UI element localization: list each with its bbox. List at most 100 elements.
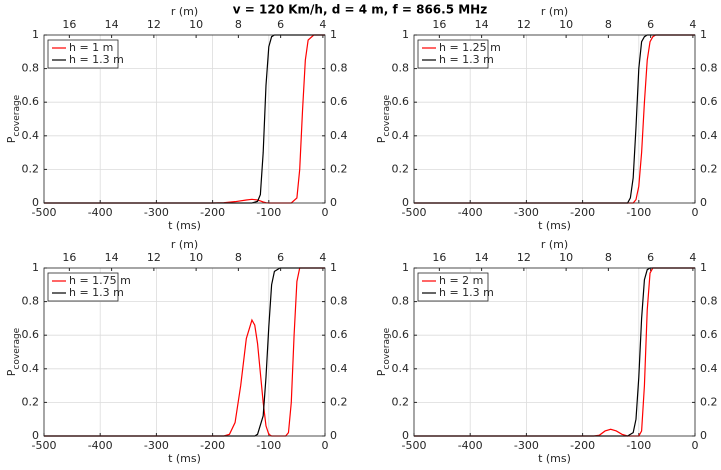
y-tick-label: 0.6	[392, 95, 410, 108]
y2-tick-label: 0.8	[330, 295, 348, 308]
x2-tick-label: 8	[235, 18, 242, 31]
x-axis-label: t (ms)	[168, 219, 201, 232]
y-axis-label-main: P	[375, 369, 388, 376]
x-tick-label: -400	[458, 206, 483, 219]
y-tick-label: 0	[402, 196, 409, 209]
x2-tick-label: 6	[647, 18, 654, 31]
y-tick-label: 0.6	[22, 95, 40, 108]
plot-frame	[413, 267, 696, 437]
legend-label: h = 1.25 m	[439, 41, 501, 54]
y2-tick-label: 0.6	[330, 95, 348, 108]
y-tick-label: 1	[32, 261, 39, 274]
y2-tick-label: 0.6	[700, 328, 718, 341]
y-tick-label: 0	[32, 196, 39, 209]
y2-tick-label: 0	[330, 196, 337, 209]
y-tick-label: 0.2	[22, 162, 40, 175]
y-tick-label: 0.8	[392, 62, 410, 75]
y-axis-label: Pcoverage	[5, 94, 22, 143]
y2-tick-label: 0.4	[700, 362, 718, 375]
x2-tick-label: 12	[517, 18, 531, 31]
y-tick-label: 0.4	[392, 129, 410, 142]
x-axis-label: t (ms)	[168, 452, 201, 465]
x-tick-label: -100	[626, 439, 651, 452]
x2-axis-label: r (m)	[171, 5, 198, 18]
x2-tick-label: 16	[62, 251, 76, 264]
y-axis-label-sub: coverage	[382, 94, 392, 136]
y-tick-label: 0.2	[392, 395, 410, 408]
x-axis-label: t (ms)	[538, 219, 571, 232]
x2-tick-label: 6	[647, 251, 654, 264]
legend-label: h = 1.3 m	[69, 53, 124, 66]
y2-tick-label: 0.2	[700, 162, 718, 175]
x2-tick-label: 4	[319, 18, 326, 31]
legend-label: h = 1 m	[69, 41, 113, 54]
x2-tick-label: 4	[689, 18, 696, 31]
y2-tick-label: 1	[330, 28, 337, 41]
y-tick-label: 0.8	[22, 295, 40, 308]
x2-tick-label: 14	[475, 251, 489, 264]
x-tick-label: 0	[692, 206, 699, 219]
x-tick-label: -100	[256, 206, 281, 219]
y2-tick-label: 0.8	[700, 62, 718, 75]
x-tick-label: 0	[322, 206, 329, 219]
y-tick-label: 0.4	[392, 362, 410, 375]
y2-tick-label: 0.6	[700, 95, 718, 108]
x2-tick-label: 16	[432, 251, 446, 264]
y2-tick-label: 0.2	[330, 162, 348, 175]
x2-tick-label: 8	[605, 18, 612, 31]
x-tick-label: 0	[322, 439, 329, 452]
series-line	[44, 267, 325, 437]
plot-frame	[413, 34, 696, 204]
y2-tick-label: 0.4	[330, 129, 348, 142]
x2-tick-label: 14	[475, 18, 489, 31]
x2-tick-label: 6	[277, 18, 284, 31]
y2-tick-label: 0	[700, 196, 707, 209]
y-axis-label: Pcoverage	[5, 327, 22, 376]
y-axis-label: Pcoverage	[375, 94, 392, 143]
x-tick-label: -500	[402, 439, 427, 452]
x2-tick-label: 14	[105, 251, 119, 264]
legend-box	[417, 272, 489, 302]
y2-tick-label: 1	[700, 261, 707, 274]
x2-tick-label: 14	[105, 18, 119, 31]
y-tick-label: 1	[402, 261, 409, 274]
x2-tick-label: 10	[189, 18, 203, 31]
y2-tick-label: 0.6	[330, 328, 348, 341]
y2-tick-label: 0	[700, 429, 707, 442]
legend-label: h = 1.3 m	[69, 286, 124, 299]
y-tick-label: 0.8	[22, 62, 40, 75]
x-tick-label: -500	[32, 206, 57, 219]
figure-title: v = 120 Km/h, d = 4 m, f = 866.5 MHz	[233, 3, 487, 17]
x-tick-label: 0	[692, 439, 699, 452]
x2-axis-label: r (m)	[541, 5, 568, 18]
x-tick-label: -400	[88, 206, 113, 219]
legend-label: h = 1.3 m	[439, 286, 494, 299]
x2-tick-label: 6	[277, 251, 284, 264]
y2-tick-label: 0.2	[330, 395, 348, 408]
x-tick-label: -200	[200, 206, 225, 219]
y2-tick-label: 0.8	[330, 62, 348, 75]
y-tick-label: 0	[32, 429, 39, 442]
x-tick-label: -500	[402, 206, 427, 219]
x-tick-label: -300	[514, 206, 539, 219]
plot-frame	[43, 267, 326, 437]
x-tick-label: -500	[32, 439, 57, 452]
y2-tick-label: 0.2	[700, 395, 718, 408]
plot-frame	[43, 34, 326, 204]
x2-tick-label: 12	[517, 251, 531, 264]
legend-box	[417, 39, 489, 69]
y-tick-label: 0.2	[22, 395, 40, 408]
x2-tick-label: 10	[559, 251, 573, 264]
y-axis-label-sub: coverage	[12, 94, 22, 136]
x2-axis-label: r (m)	[541, 238, 568, 251]
x-tick-label: -200	[570, 206, 595, 219]
y2-tick-label: 1	[330, 261, 337, 274]
y2-tick-label: 0.4	[700, 129, 718, 142]
x2-axis-label: r (m)	[171, 238, 198, 251]
y-axis-label: Pcoverage	[375, 327, 392, 376]
x2-tick-label: 8	[235, 251, 242, 264]
x2-tick-label: 12	[147, 251, 161, 264]
x2-tick-label: 16	[62, 18, 76, 31]
x2-tick-label: 4	[319, 251, 326, 264]
